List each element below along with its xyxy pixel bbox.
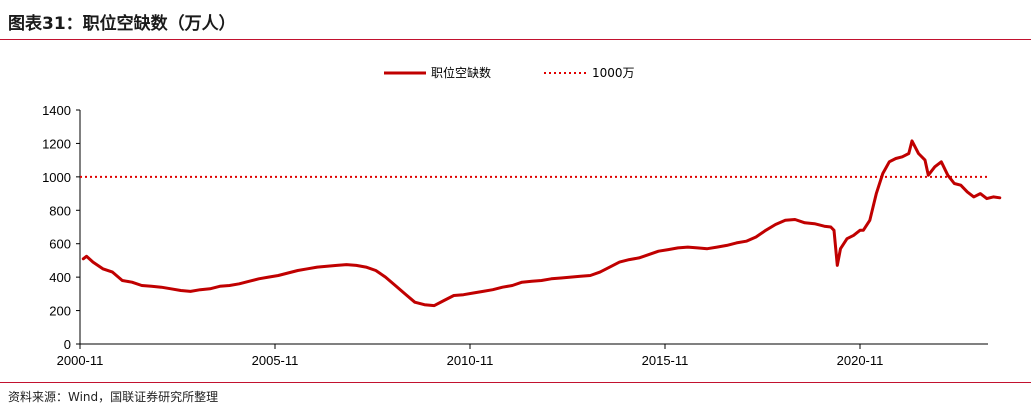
x-tick-label: 2010-11 <box>447 353 494 368</box>
chart-title: 图表31：职位空缺数（万人） <box>8 14 236 34</box>
footer-divider <box>0 382 1031 383</box>
x-tick-label: 2020-11 <box>837 353 884 368</box>
y-tick-label: 1000 <box>42 170 71 185</box>
x-tick-label: 2000-11 <box>57 353 104 368</box>
title-divider <box>0 39 1031 40</box>
legend-label-vacancies: 职位空缺数 <box>431 65 491 80</box>
y-tick-label: 800 <box>49 203 71 218</box>
line-chart: 0 200 400 600 800 1000 1200 1400 2000-11 2005-11 2… <box>42 65 1002 368</box>
y-tick-label: 600 <box>49 237 71 252</box>
source-note: 资料来源：Wind，国联证券研究所整理 <box>8 390 219 404</box>
chart-header: 图表31：职位空缺数（万人） <box>0 0 1031 40</box>
y-tick-label: 1400 <box>42 103 71 118</box>
y-tick-label: 0 <box>64 337 71 352</box>
x-tick-label: 2015-11 <box>642 353 689 368</box>
y-tick-label: 200 <box>49 304 71 319</box>
x-tick-label: 2005-11 <box>252 353 299 368</box>
legend-label-reference: 1000万 <box>592 66 635 80</box>
series-line-vacancies <box>81 139 1002 308</box>
y-tick-label: 400 <box>49 270 71 285</box>
y-tick-label: 1200 <box>42 136 71 151</box>
